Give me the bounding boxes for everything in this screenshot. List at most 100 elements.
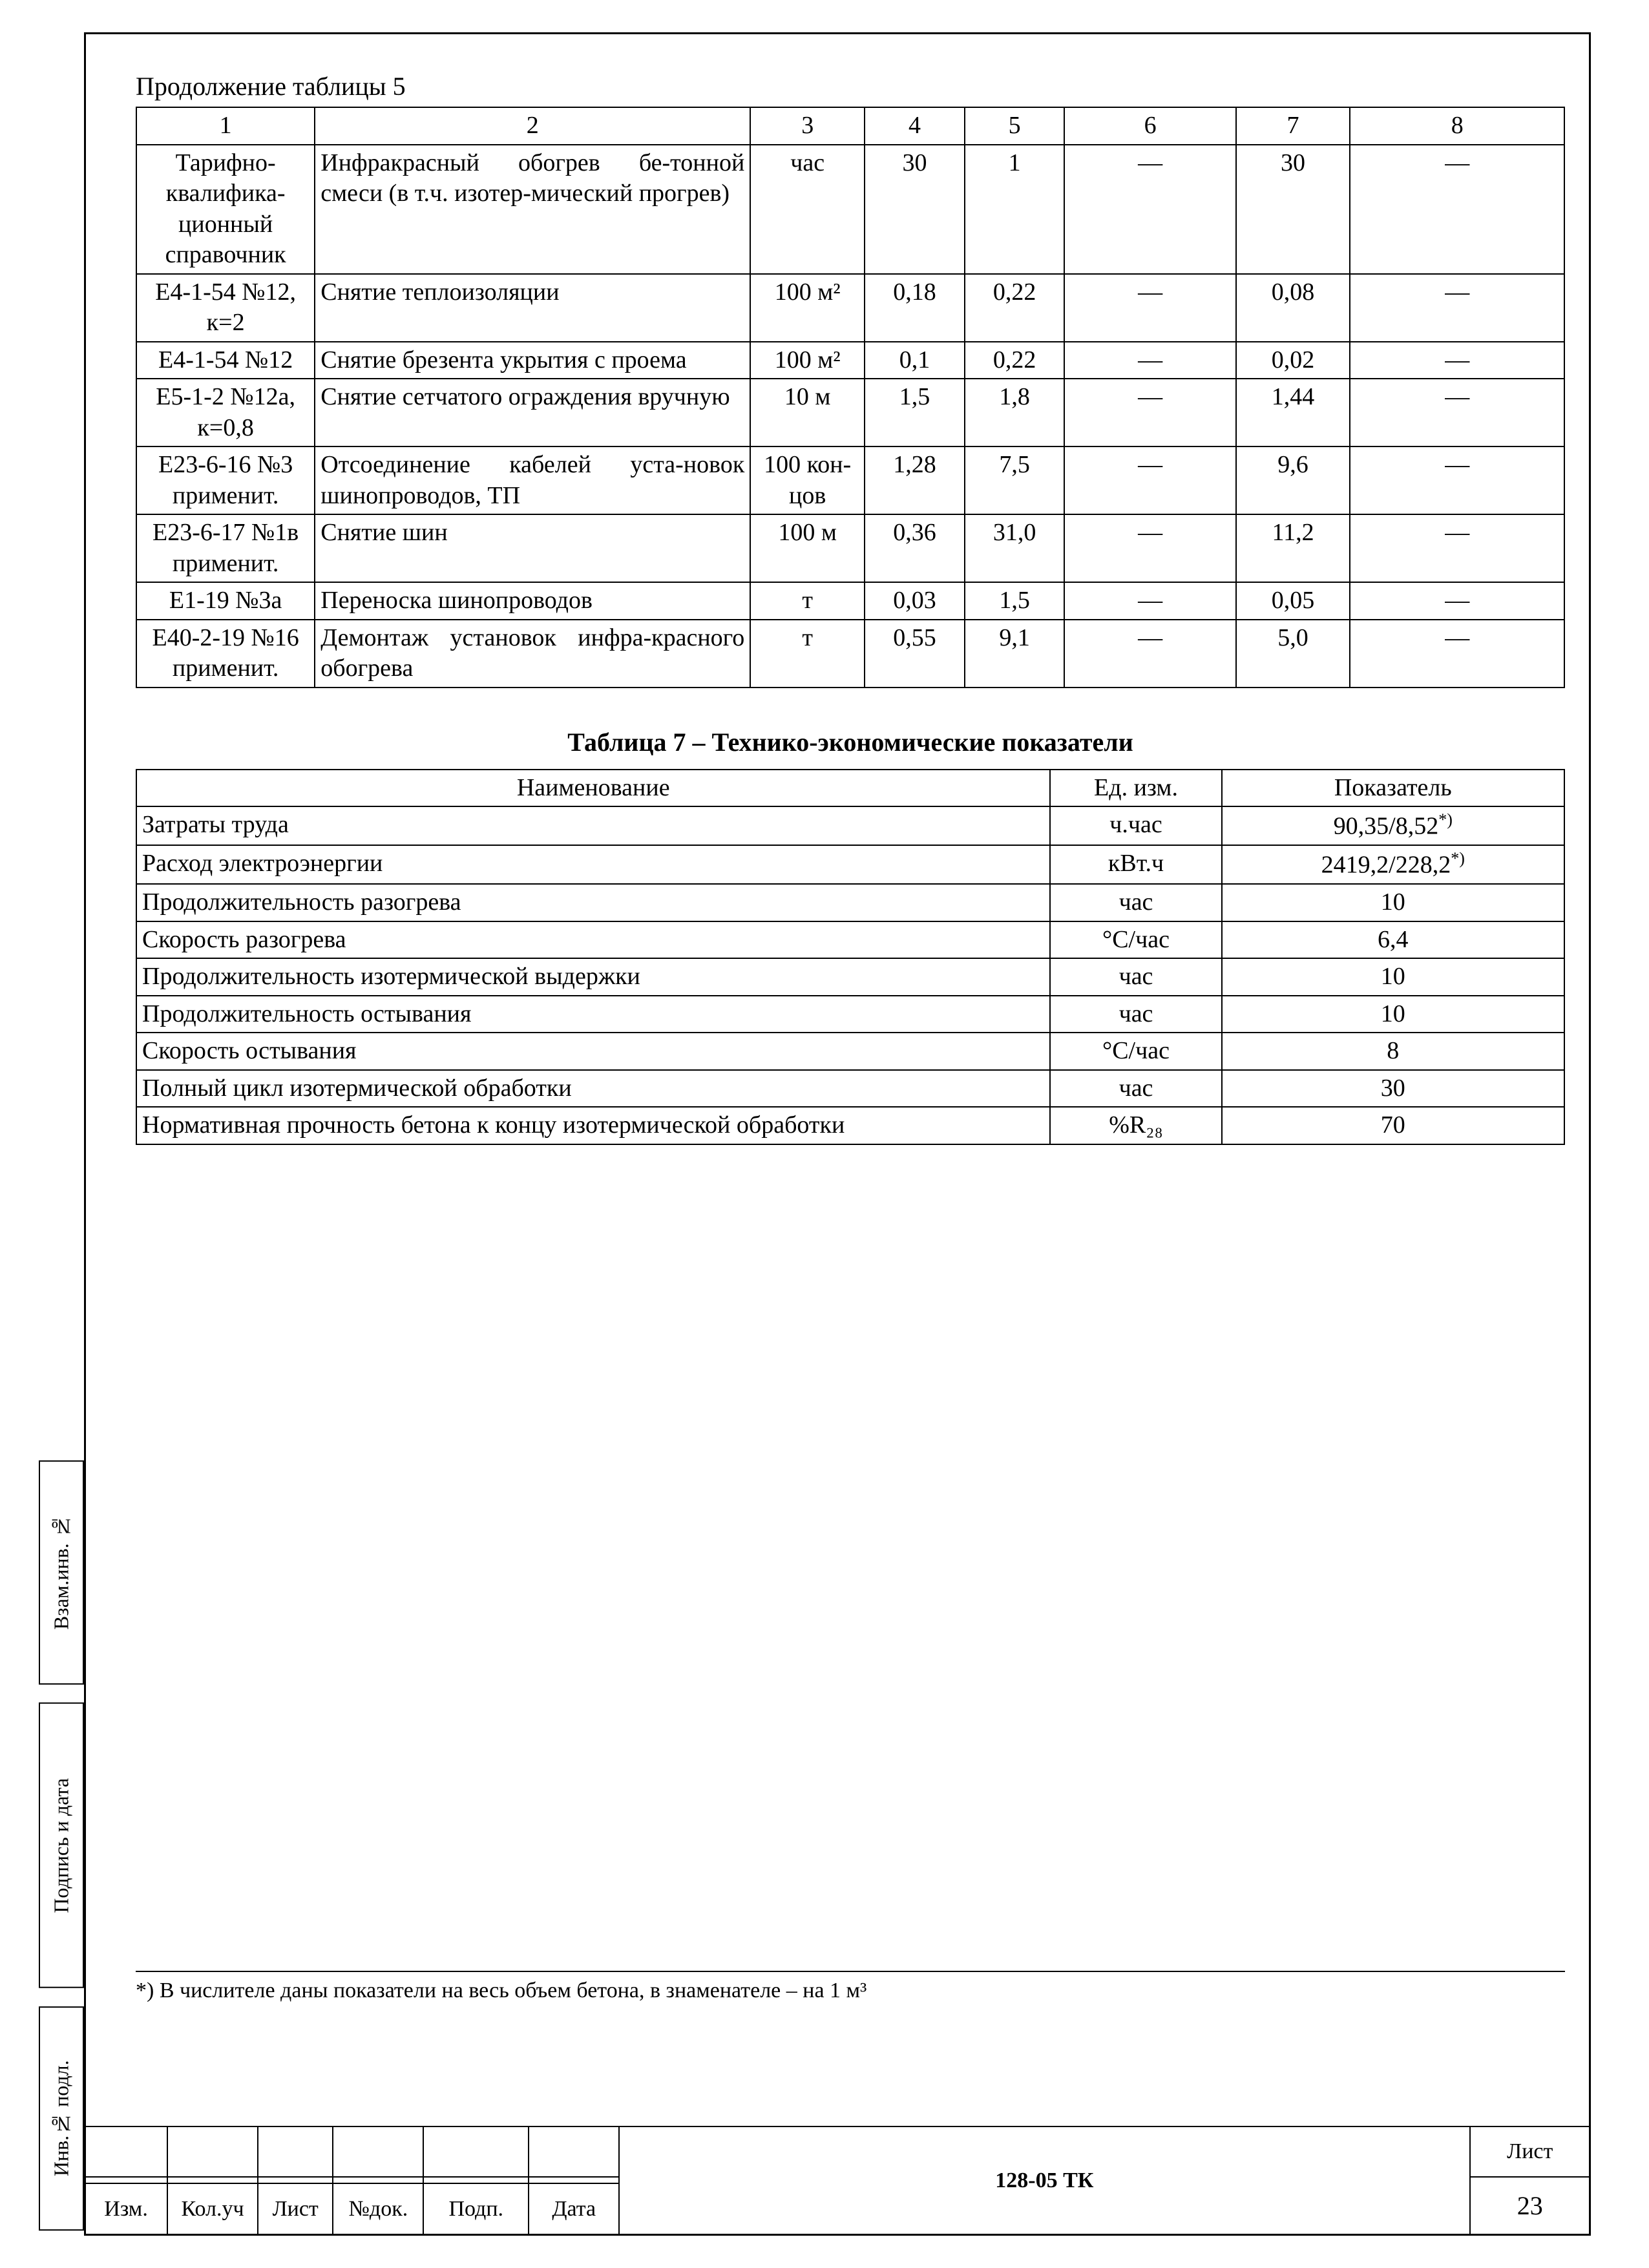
footnote-text: *) В числителе даны показатели на весь о…: [136, 1979, 1565, 2003]
table7-value-cell: 6,4: [1222, 921, 1564, 959]
table5-cell: —: [1064, 620, 1235, 688]
table7-name-cell: Продолжительность остывания: [136, 996, 1050, 1033]
table5-cell: 0,08: [1236, 274, 1350, 342]
table5-cell: Е23-6-16 №3 применит.: [136, 446, 315, 514]
table7-caption: Таблица 7 – Технико-экономические показа…: [136, 727, 1565, 757]
table5-cell: час: [750, 145, 865, 274]
table5-header-cell: 8: [1350, 107, 1564, 145]
table5-cell: Е4-1-54 №12, к=2: [136, 274, 315, 342]
table5-cell: 0,05: [1236, 582, 1350, 620]
table5-cell: 0,55: [865, 620, 965, 688]
tb-empty: [333, 2177, 423, 2183]
table7-value-cell: 8: [1222, 1033, 1564, 1070]
tb-empty: [423, 2126, 529, 2177]
table5-cell: Инфракрасный обогрев бе-тонной смеси (в …: [315, 145, 750, 274]
table7-value-cell: 90,35/8,52*): [1222, 806, 1564, 845]
table5-cell: Снятие сетчатого ограждения вручную: [315, 379, 750, 446]
footnote-block: *) В числителе даны показатели на весь о…: [136, 1971, 1565, 2003]
table7-unit-cell: ч.час: [1050, 806, 1221, 845]
tb-empty: [423, 2177, 529, 2183]
table5-cell: 100 м²: [750, 342, 865, 379]
table5-header-cell: 5: [965, 107, 1065, 145]
table5-header-cell: 1: [136, 107, 315, 145]
tb-col-podp: Подп.: [423, 2183, 529, 2235]
tb-empty: [85, 2177, 167, 2183]
table5-cell: т: [750, 582, 865, 620]
sheet-label: Лист: [1470, 2126, 1590, 2177]
table5-cell: т: [750, 620, 865, 688]
side-box-inv-podl: Инв.№ подл.: [39, 2006, 84, 2231]
table7-value-cell: 30: [1222, 1070, 1564, 1108]
tb-empty: [258, 2126, 333, 2177]
tb-empty: [529, 2177, 619, 2183]
table5-cell: —: [1350, 620, 1564, 688]
table7-value-cell: 10: [1222, 958, 1564, 996]
table5-cell: 1,5: [865, 379, 965, 446]
table5-cell: Демонтаж установок инфра-красного обогре…: [315, 620, 750, 688]
table5-cell: 1: [965, 145, 1065, 274]
table5-header-cell: 4: [865, 107, 965, 145]
table5-cell: 1,44: [1236, 379, 1350, 446]
table5-cell: 0,22: [965, 274, 1065, 342]
table5-cell: 100 кон-цов: [750, 446, 865, 514]
table5-cell: Е1-19 №3а: [136, 582, 315, 620]
table7-header-cell: Показатель: [1222, 770, 1564, 807]
side-box-podpis-data: Подпись и дата: [39, 1703, 84, 1988]
sheet-number: 23: [1470, 2177, 1590, 2235]
table7-name-cell: Расход электроэнергии: [136, 845, 1050, 884]
footnote-marker: *): [1451, 849, 1465, 868]
table7-unit-cell: %R₂₈: [1050, 1107, 1221, 1144]
table5-header-cell: 3: [750, 107, 865, 145]
tb-col-koluch: Кол.уч: [167, 2183, 258, 2235]
table5-cell: —: [1350, 582, 1564, 620]
side-box-vzam-inv: Взам.инв. №: [39, 1460, 84, 1685]
table5-cell: Е40-2-19 №16 применит.: [136, 620, 315, 688]
table5-cell: 1,28: [865, 446, 965, 514]
table5-cell: 0,36: [865, 514, 965, 582]
table5-cell: Переноска шинопроводов: [315, 582, 750, 620]
tb-empty: [167, 2126, 258, 2177]
table5-cell: 1,8: [965, 379, 1065, 446]
table5-cell: —: [1350, 145, 1564, 274]
table7-name-cell: Нормативная прочность бетона к концу изо…: [136, 1107, 1050, 1144]
table5-header-cell: 6: [1064, 107, 1235, 145]
table7-unit-cell: кВт.ч: [1050, 845, 1221, 884]
table5-cell: 0,02: [1236, 342, 1350, 379]
table5-cell: 9,6: [1236, 446, 1350, 514]
table7-name-cell: Продолжительность изотермической выдержк…: [136, 958, 1050, 996]
table5-header-cell: 2: [315, 107, 750, 145]
table5-cell: 30: [1236, 145, 1350, 274]
table5-cell: 1,5: [965, 582, 1065, 620]
table5-cell: 11,2: [1236, 514, 1350, 582]
table5-cell: —: [1064, 582, 1235, 620]
table5-cell: 5,0: [1236, 620, 1350, 688]
table5-cell: Снятие теплоизоляции: [315, 274, 750, 342]
table5-cell: Снятие шин: [315, 514, 750, 582]
tb-col-data: Дата: [529, 2183, 619, 2235]
table5-cell: —: [1350, 274, 1564, 342]
table7-value-cell: 2419,2/228,2*): [1222, 845, 1564, 884]
title-block: 128-05 ТК Лист 23 Изм. Кол.уч Лист №док.…: [84, 2126, 1591, 2236]
footnote-marker: *): [1438, 810, 1453, 829]
table5-cell: 31,0: [965, 514, 1065, 582]
table5-cell: 0,03: [865, 582, 965, 620]
table5-cell: Е4-1-54 №12: [136, 342, 315, 379]
table7-value-cell: 10: [1222, 996, 1564, 1033]
table5-cell: —: [1064, 379, 1235, 446]
table5-cell: —: [1064, 446, 1235, 514]
table7-header-cell: Наименование: [136, 770, 1050, 807]
tb-col-ndok: №док.: [333, 2183, 423, 2235]
side-cartouche: Взам.инв. № Подпись и дата Инв.№ подл.: [39, 1460, 84, 2231]
table5-header-cell: 7: [1236, 107, 1350, 145]
tb-empty: [529, 2126, 619, 2177]
table5-caption: Продолжение таблицы 5: [136, 71, 1565, 101]
table7-name-cell: Скорость остывания: [136, 1033, 1050, 1070]
table5-cell: 0,22: [965, 342, 1065, 379]
table5: 12345678Тарифно-квалифика-ционный справо…: [136, 107, 1565, 688]
table5-cell: 0,18: [865, 274, 965, 342]
tb-empty: [258, 2177, 333, 2183]
tb-empty: [167, 2177, 258, 2183]
table5-cell: —: [1350, 446, 1564, 514]
table5-cell: —: [1064, 514, 1235, 582]
table5-cell: —: [1350, 514, 1564, 582]
